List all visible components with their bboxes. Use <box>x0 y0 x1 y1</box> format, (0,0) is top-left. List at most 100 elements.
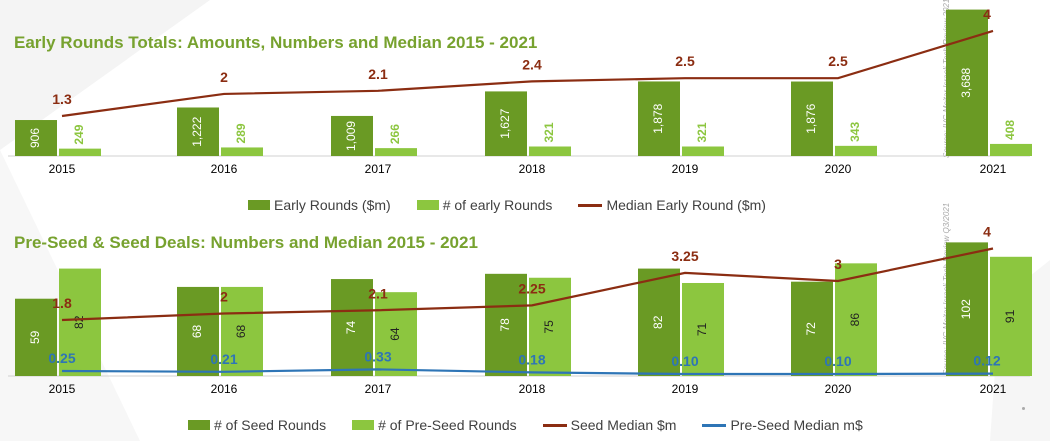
x-tick-label: 2017 <box>365 382 392 396</box>
bar-secondary <box>682 282 724 376</box>
data-label: 249 <box>72 124 86 144</box>
x-tick-label: 2016 <box>211 382 238 396</box>
legend-item-seed-median: Seed Median $m <box>542 417 676 433</box>
data-label: 78 <box>498 318 512 332</box>
line-data-label: 0.12 <box>973 353 1000 369</box>
data-label: 289 <box>234 123 248 143</box>
bar-secondary <box>221 147 263 156</box>
line-data-label: 2 <box>220 289 228 305</box>
bar-secondary <box>990 256 1032 376</box>
legend-label: # of early Rounds <box>442 197 553 213</box>
data-label: 72 <box>804 322 818 336</box>
legend-seed-deals: # of Seed Rounds # of Pre-Seed Rounds Se… <box>188 417 889 433</box>
line-data-label: 0.10 <box>824 353 851 369</box>
legend-item-median-early-round: Median Early Round ($m) <box>578 197 766 213</box>
data-label: 68 <box>190 324 204 338</box>
bar-primary <box>177 107 219 156</box>
data-label: 91 <box>1003 309 1017 323</box>
data-label: 408 <box>1003 120 1017 140</box>
line-data-label: 2.1 <box>368 285 388 301</box>
bar-primary <box>946 242 988 376</box>
bar-primary <box>485 91 527 156</box>
bar-secondary <box>529 277 571 376</box>
legend-early-rounds: Early Rounds ($m) # of early Rounds Medi… <box>248 197 792 213</box>
decorative-dot <box>1022 407 1025 410</box>
legend-label: Early Rounds ($m) <box>274 197 391 213</box>
bar-primary <box>791 81 833 156</box>
series-line <box>61 29 994 118</box>
line-data-label: 2.5 <box>675 53 695 69</box>
x-tick-label: 2018 <box>519 162 546 176</box>
legend-item-seed-rounds: # of Seed Rounds <box>188 417 326 433</box>
legend-label: Median Early Round ($m) <box>606 197 766 213</box>
legend-item-pre-seed-rounds: # of Pre-Seed Rounds <box>352 417 517 433</box>
legend-label: Pre-Seed Median m$ <box>730 417 863 433</box>
line-data-label: 4 <box>983 6 991 22</box>
legend-swatch <box>248 200 270 210</box>
data-label: 3,688 <box>959 67 973 97</box>
x-tick-label: 2017 <box>365 162 392 176</box>
bar-primary <box>638 81 680 156</box>
legend-swatch <box>188 420 210 430</box>
line-data-label: 3.25 <box>671 248 698 264</box>
bar-primary <box>791 281 833 376</box>
line-data-label: 0.18 <box>518 351 545 367</box>
bar-secondary <box>835 145 877 156</box>
line-data-label: 2.25 <box>518 280 545 296</box>
data-label: 86 <box>848 313 862 327</box>
line-data-label: 2.5 <box>828 53 848 69</box>
data-label: 1,222 <box>190 116 204 146</box>
legend-swatch <box>542 423 567 427</box>
bar-secondary <box>375 148 417 156</box>
line-data-label: 2.1 <box>368 66 388 82</box>
line-data-label: 0.21 <box>210 351 237 367</box>
line-data-label: 0.25 <box>48 350 75 366</box>
line-data-label: 1.3 <box>52 91 72 107</box>
bar-secondary <box>682 146 724 156</box>
bar-secondary <box>221 286 263 376</box>
line-data-label: 3 <box>834 256 842 272</box>
bar-primary <box>331 115 373 156</box>
bar-secondary <box>375 292 417 376</box>
line-data-label: 2 <box>220 69 228 85</box>
legend-swatch <box>702 423 727 427</box>
bar-secondary <box>529 146 571 156</box>
x-tick-label: 2018 <box>519 382 546 396</box>
data-label: 343 <box>848 121 862 141</box>
legend-swatch <box>352 420 375 430</box>
x-tick-label: 2019 <box>672 382 699 396</box>
legend-item-early-rounds-amount: Early Rounds ($m) <box>248 197 391 213</box>
data-label: 82 <box>72 315 86 329</box>
bar-primary <box>177 286 219 376</box>
x-tick-label: 2020 <box>825 162 852 176</box>
data-label: 59 <box>28 330 42 344</box>
data-label: 75 <box>542 320 556 334</box>
bar-primary <box>638 268 680 376</box>
legend-item-pre-seed-median: Pre-Seed Median m$ <box>702 417 863 433</box>
data-label: 321 <box>542 122 556 142</box>
line-data-label: 4 <box>983 224 991 240</box>
data-label: 102 <box>959 299 973 319</box>
line-data-label: 0.33 <box>364 348 391 364</box>
chart-title-seed-deals: Pre-Seed & Seed Deals: Numbers and Media… <box>14 233 478 252</box>
bar-primary <box>331 279 373 376</box>
data-label: 74 <box>344 321 358 335</box>
data-label: 64 <box>388 327 402 341</box>
legend-swatch <box>416 200 439 210</box>
bar-primary <box>485 273 527 376</box>
bar-primary <box>15 120 57 156</box>
x-tick-label: 2015 <box>49 162 76 176</box>
bar-secondary <box>59 268 101 376</box>
legend-label: # of Pre-Seed Rounds <box>378 417 517 433</box>
x-tick-label: 2019 <box>672 162 699 176</box>
data-label: 1,878 <box>651 103 665 133</box>
bar-secondary <box>990 143 1032 156</box>
data-label: 1,009 <box>344 121 358 151</box>
data-label: 68 <box>234 324 248 338</box>
data-label: 906 <box>28 128 42 148</box>
legend-label: # of Seed Rounds <box>214 417 327 433</box>
bar-secondary <box>59 148 101 156</box>
line-data-label: 1.8 <box>52 295 72 311</box>
